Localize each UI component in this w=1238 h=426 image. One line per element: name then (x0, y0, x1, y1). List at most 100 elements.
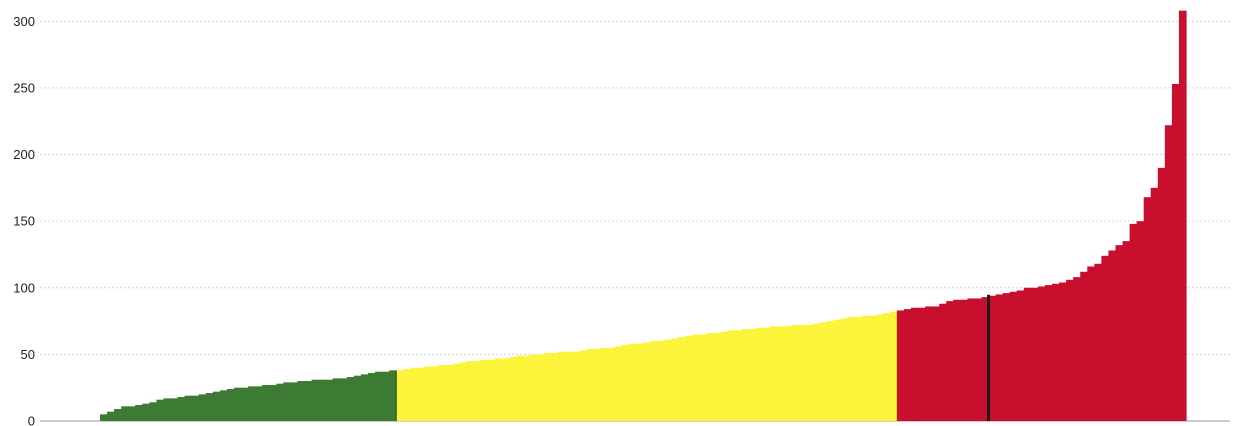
bar-red (1080, 271, 1088, 421)
bar-yellow (424, 366, 433, 421)
bar-green (156, 399, 165, 421)
bar-yellow (431, 366, 440, 421)
bar-green (184, 395, 193, 421)
bar-yellow (410, 367, 418, 421)
bar-yellow (699, 334, 708, 421)
bar-yellow (819, 322, 827, 421)
bar-yellow (854, 317, 863, 421)
bar-yellow (530, 354, 538, 421)
bar-green (107, 411, 115, 421)
y-tick-label: 50 (21, 347, 35, 362)
bar-green (177, 397, 186, 421)
bar-yellow (755, 327, 764, 421)
bar-red (995, 294, 1004, 421)
bar-red (1136, 221, 1145, 421)
bar-yellow (713, 333, 722, 421)
bar-red (967, 298, 976, 421)
bar-yellow (607, 347, 616, 421)
y-tick-label: 250 (13, 80, 35, 95)
bar-yellow (565, 351, 574, 421)
bar-red (1030, 287, 1039, 421)
bar-green (318, 379, 327, 421)
bar-yellow (643, 342, 651, 421)
bar-yellow (889, 311, 898, 421)
bar-green (191, 395, 200, 421)
bar-yellow (847, 317, 856, 421)
bar-red (1009, 291, 1018, 421)
bar-yellow (473, 361, 482, 421)
bar-yellow (509, 357, 517, 421)
bar-yellow (614, 346, 623, 421)
bar-yellow (452, 363, 461, 421)
bar-red (1150, 187, 1159, 421)
bar-yellow (600, 347, 609, 421)
bar-red (910, 307, 919, 421)
bar-yellow (537, 354, 545, 421)
bar-green (360, 374, 369, 421)
bar-red (1171, 83, 1180, 421)
bar-green (332, 378, 341, 421)
bar-red (974, 298, 983, 421)
bar-yellow (671, 338, 679, 421)
bar-red (1115, 245, 1124, 421)
bar-green (128, 406, 136, 421)
bar-green (367, 373, 376, 421)
bar-red (1066, 279, 1074, 421)
y-tick-label: 300 (13, 14, 35, 29)
bar-red (1164, 125, 1173, 422)
bar-red (1101, 255, 1110, 421)
bar-yellow (734, 330, 743, 421)
bar-yellow (586, 349, 595, 421)
bar-green (262, 385, 270, 421)
bar-red (1122, 241, 1131, 421)
bar-green (149, 402, 158, 421)
bar-yellow (523, 355, 531, 421)
bar-yellow (861, 315, 870, 421)
bar-yellow (784, 326, 792, 421)
bar-red (1052, 283, 1060, 421)
bar-red (939, 303, 947, 421)
bar-green (233, 387, 242, 421)
bar-red (981, 297, 990, 421)
bar-yellow (516, 355, 524, 421)
bar-green (163, 398, 172, 421)
bar-green (375, 371, 383, 421)
bar-red (903, 309, 912, 421)
bar-yellow (579, 350, 588, 421)
y-tick-label: 100 (13, 280, 35, 295)
bar-yellow (720, 331, 729, 421)
bar-yellow (403, 369, 411, 421)
bar-green (311, 379, 320, 421)
bar-green (255, 386, 263, 421)
bar-yellow (628, 343, 637, 421)
bar-red (1023, 287, 1032, 421)
bar-green (269, 385, 277, 421)
bar-red (1073, 277, 1081, 421)
bar-green (290, 382, 299, 421)
bar-red (946, 301, 954, 421)
bar-green (276, 383, 284, 421)
bar-yellow (664, 339, 672, 421)
bar-yellow (558, 351, 567, 421)
bar-red (932, 306, 940, 421)
bar-green (114, 409, 122, 421)
bar-green (135, 405, 143, 421)
bar-yellow (635, 343, 644, 421)
bar-yellow (438, 365, 447, 421)
bar-yellow (621, 345, 630, 421)
bar-yellow (650, 341, 658, 421)
bar-red (1059, 282, 1067, 421)
bar-red (896, 310, 905, 421)
bar-yellow (544, 353, 552, 421)
bar-yellow (706, 333, 715, 421)
bar-yellow (678, 337, 686, 421)
bar-red (988, 295, 997, 421)
bar-yellow (466, 361, 475, 421)
bar-yellow (875, 314, 884, 421)
bar-yellow (487, 359, 496, 421)
bar-yellow (445, 365, 454, 421)
bar-yellow (501, 358, 510, 421)
bar-yellow (791, 325, 799, 421)
